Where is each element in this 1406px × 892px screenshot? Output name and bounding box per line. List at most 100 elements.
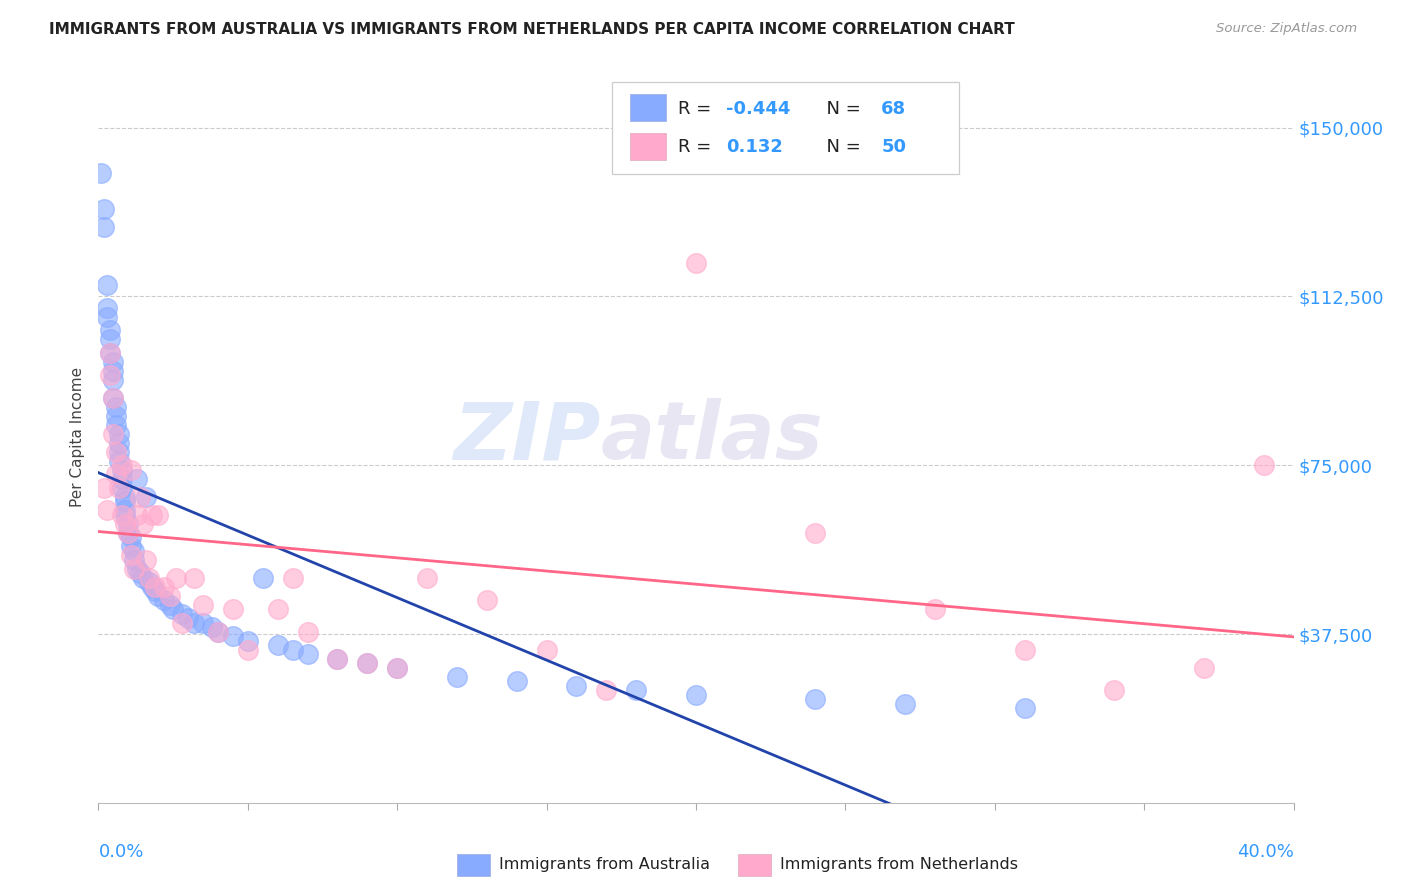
Point (894, 697, 917, 711)
Text: 40.0%: 40.0% (1237, 843, 1294, 861)
Point (124, 553, 146, 567)
Point (103, 391, 125, 405)
Text: atlas: atlas (600, 398, 823, 476)
Point (172, 607, 194, 621)
Point (120, 463, 142, 477)
Point (90, 166, 112, 180)
Point (143, 584, 166, 599)
Point (127, 472, 149, 486)
Point (356, 657, 378, 671)
Point (117, 516, 139, 531)
FancyBboxPatch shape (630, 95, 666, 121)
Point (96, 310, 118, 324)
Point (222, 629, 245, 643)
Point (1104, 683, 1126, 698)
Point (120, 539, 142, 553)
Text: 50: 50 (882, 138, 907, 156)
Point (385, 661, 409, 675)
Point (108, 481, 131, 495)
Point (685, 255, 707, 269)
Point (96, 278, 118, 293)
Point (159, 598, 181, 612)
Point (103, 426, 125, 441)
Point (111, 508, 134, 522)
FancyBboxPatch shape (630, 133, 666, 160)
Point (1014, 642, 1036, 657)
Point (153, 593, 176, 607)
Point (108, 453, 131, 467)
Point (117, 525, 139, 540)
Point (177, 611, 200, 625)
Point (111, 458, 134, 473)
Point (1014, 701, 1036, 715)
Text: 0.0%: 0.0% (98, 843, 143, 861)
Text: -0.444: -0.444 (725, 100, 790, 118)
Point (114, 516, 136, 531)
Point (120, 530, 142, 544)
Point (111, 472, 134, 486)
Point (924, 602, 946, 616)
Point (236, 642, 259, 657)
Point (162, 602, 184, 616)
Point (114, 508, 136, 522)
Point (297, 647, 319, 661)
Point (93, 202, 115, 216)
Text: ZIP: ZIP (453, 398, 600, 476)
Point (108, 426, 131, 441)
Point (267, 638, 290, 652)
Point (297, 624, 319, 639)
Y-axis label: Per Capita Income: Per Capita Income (70, 367, 86, 508)
Point (135, 553, 157, 567)
Text: 0.132: 0.132 (725, 138, 783, 156)
Point (326, 652, 349, 666)
Text: N =: N = (815, 138, 868, 156)
Point (267, 602, 290, 616)
Point (159, 589, 181, 603)
Point (138, 575, 160, 590)
Point (281, 642, 304, 657)
Text: IMMIGRANTS FROM AUSTRALIA VS IMMIGRANTS FROM NETHERLANDS PER CAPITA INCOME CORRE: IMMIGRANTS FROM AUSTRALIA VS IMMIGRANTS … (49, 22, 1015, 37)
Point (183, 615, 205, 630)
Point (385, 661, 409, 675)
Point (98, 323, 122, 337)
Point (108, 444, 131, 458)
Point (356, 657, 378, 671)
Point (201, 620, 224, 634)
Point (252, 571, 274, 585)
Point (98, 332, 122, 346)
Point (105, 417, 128, 432)
Point (129, 490, 152, 504)
FancyBboxPatch shape (738, 854, 772, 876)
Point (124, 543, 146, 558)
Point (105, 444, 128, 458)
Point (138, 571, 160, 585)
Point (506, 674, 529, 689)
Point (1253, 458, 1275, 473)
Point (129, 566, 152, 581)
FancyBboxPatch shape (613, 82, 959, 174)
Point (565, 679, 588, 693)
Point (148, 508, 170, 522)
Point (536, 642, 558, 657)
Text: 68: 68 (882, 100, 907, 118)
Point (96, 503, 118, 517)
Point (127, 508, 149, 522)
Point (132, 571, 155, 585)
Point (475, 593, 498, 607)
Point (143, 580, 166, 594)
Point (626, 683, 648, 698)
Text: N =: N = (815, 100, 868, 118)
Text: R =: R = (678, 100, 717, 118)
Point (804, 692, 827, 706)
Point (326, 652, 349, 666)
Point (148, 589, 170, 603)
Point (98, 368, 122, 383)
Point (111, 481, 134, 495)
Point (1192, 661, 1215, 675)
Text: Immigrants from Australia: Immigrants from Australia (499, 857, 710, 872)
Point (103, 373, 125, 387)
Point (103, 354, 125, 368)
Point (172, 615, 194, 630)
Point (98, 345, 122, 359)
Point (114, 494, 136, 508)
